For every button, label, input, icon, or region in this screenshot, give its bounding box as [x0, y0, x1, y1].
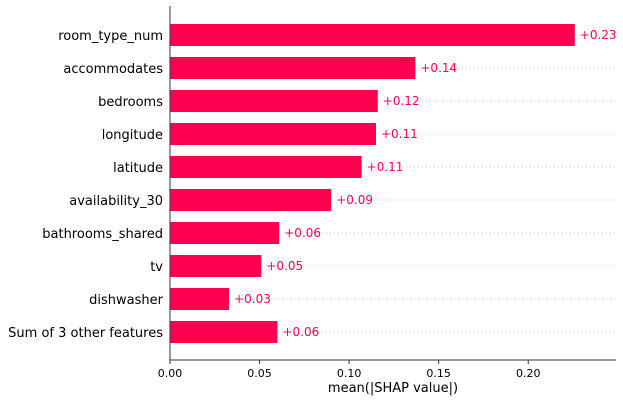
- category-labels: room_type_num accommodates bedrooms longitu…: [8, 29, 163, 341]
- category-label: Sum of 3 other features: [8, 326, 163, 341]
- x-axis-ticks: 0.00 0.05 0.10 0.15 0.20: [158, 360, 541, 380]
- value-label: +0.23: [580, 28, 617, 42]
- bar-longitude: [170, 123, 376, 145]
- category-label: bedrooms: [98, 95, 163, 110]
- value-label: +0.03: [234, 292, 271, 306]
- bar-dishwasher: [170, 288, 230, 310]
- bar-accommodates: [170, 57, 416, 79]
- bar-room-type-num: [170, 24, 575, 46]
- bar-sum-of-3-other-features: [170, 321, 278, 343]
- value-label: +0.06: [282, 325, 319, 339]
- category-label: accommodates: [63, 62, 163, 77]
- x-axis-title: mean(|SHAP value|): [328, 381, 458, 396]
- bar-bedrooms: [170, 90, 378, 112]
- x-tick-label: 0.00: [158, 367, 183, 380]
- value-label: +0.11: [381, 127, 418, 141]
- bar-tv: [170, 255, 262, 277]
- value-label: +0.05: [266, 259, 303, 273]
- x-tick-label: 0.10: [337, 367, 362, 380]
- category-label: tv: [150, 260, 163, 275]
- category-label: latitude: [113, 161, 163, 176]
- value-label: +0.12: [383, 94, 420, 108]
- category-label: longitude: [102, 128, 163, 143]
- value-label: +0.11: [367, 160, 404, 174]
- x-tick-label: 0.15: [426, 367, 451, 380]
- bar-bathrooms-shared: [170, 222, 280, 244]
- category-label: dishwasher: [89, 293, 163, 308]
- x-tick-label: 0.20: [516, 367, 541, 380]
- row-gridlines: [170, 34, 616, 333]
- bars: [170, 24, 575, 343]
- value-label: +0.14: [420, 61, 457, 75]
- value-labels: +0.23 +0.14 +0.12 +0.11 +0.11 +0.09 +0.06 +0.05…: [234, 28, 616, 339]
- value-label: +0.06: [284, 226, 321, 240]
- category-label: availability_30: [69, 194, 163, 209]
- x-tick-label: 0.05: [247, 367, 272, 380]
- value-label: +0.09: [336, 193, 373, 207]
- bar-latitude: [170, 156, 362, 178]
- category-label: room_type_num: [58, 29, 163, 44]
- category-label: bathrooms_shared: [42, 227, 163, 242]
- bar-availability-30: [170, 189, 332, 211]
